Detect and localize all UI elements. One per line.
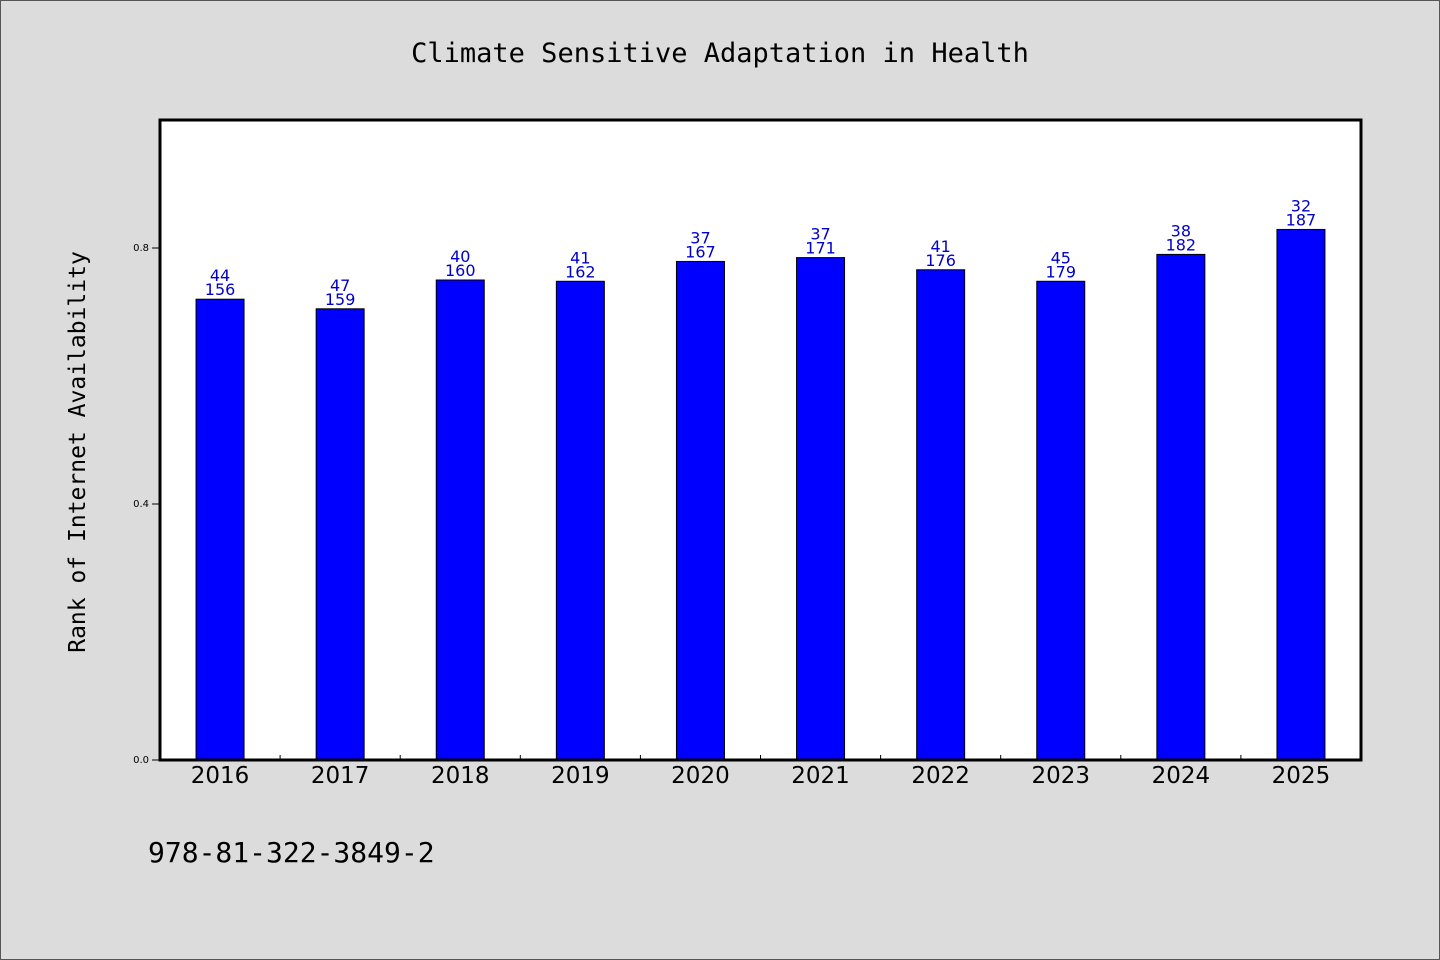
data-label-bottom-2024: 182 (1166, 235, 1197, 254)
bar-2023 (1036, 280, 1086, 761)
bar-2025 (1276, 228, 1326, 761)
x-tick-label-2019: 2019 (551, 763, 610, 789)
x-tick-label-2016: 2016 (191, 763, 250, 789)
data-label-top-2016: 44 (210, 266, 230, 285)
y-tick-label-0.8: 0.8 (133, 243, 149, 254)
data-label-bottom-2017: 159 (325, 290, 356, 309)
bar-2022 (916, 269, 966, 761)
bar-2017 (315, 308, 365, 761)
x-tick-label-2023: 2023 (1031, 763, 1090, 789)
bar-2020 (675, 260, 725, 761)
bar-2024 (1156, 253, 1206, 761)
data-label-bottom-2016: 156 (205, 280, 236, 299)
data-label-top-2020: 37 (690, 228, 710, 247)
y-tick-label-0.4: 0.4 (133, 499, 149, 510)
data-label-bottom-2020: 167 (685, 242, 716, 261)
data-label-top-2025: 32 (1291, 196, 1311, 215)
footnote-isbn: 978-81-322-3849-2 (148, 836, 435, 869)
bar-2016 (195, 298, 245, 761)
data-label-top-2019: 41 (570, 248, 590, 267)
x-tick-label-2018: 2018 (431, 763, 490, 789)
x-tick-label-2021: 2021 (791, 763, 850, 789)
x-tick-label-2022: 2022 (911, 763, 970, 789)
data-label-top-2023: 45 (1051, 248, 1071, 267)
x-tick-label-2024: 2024 (1152, 763, 1211, 789)
data-label-bottom-2019: 162 (565, 262, 596, 281)
chart-title: Climate Sensitive Adaptation in Health (411, 38, 1029, 69)
y-axis-label: Rank of Internet Availability (65, 251, 91, 653)
plot-frame (158, 118, 1363, 762)
bar-2019 (555, 280, 605, 761)
data-label-bottom-2022: 176 (925, 251, 956, 270)
bar-2021 (796, 257, 846, 761)
data-label-top-2024: 38 (1171, 221, 1191, 240)
x-tick-label-2025: 2025 (1272, 763, 1331, 789)
x-tick-label-2020: 2020 (671, 763, 730, 789)
y-tick-label-0.0: 0.0 (133, 755, 149, 766)
data-label-bottom-2018: 160 (445, 261, 476, 280)
x-tick-label-2017: 2017 (311, 763, 370, 789)
data-label-bottom-2025: 187 (1286, 210, 1317, 229)
bar-2018 (435, 279, 485, 761)
data-label-bottom-2021: 171 (805, 239, 836, 258)
data-label-top-2018: 40 (450, 247, 470, 266)
data-label-top-2022: 41 (930, 237, 950, 256)
data-label-top-2021: 37 (810, 225, 830, 244)
ticks-layer: 2016 2017 2018 2019 2020 2021 2022 2023 2024 2025… (133, 243, 1330, 789)
data-label-top-2017: 47 (330, 276, 350, 295)
data-label-bottom-2023: 179 (1045, 262, 1076, 281)
